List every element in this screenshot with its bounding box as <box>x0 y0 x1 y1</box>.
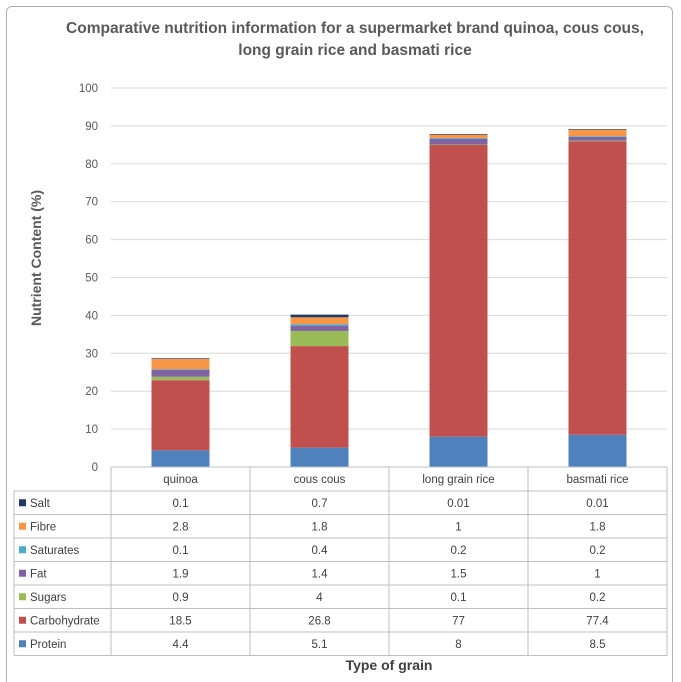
bar-protein-long-grain-rice <box>429 436 488 467</box>
table-cell: 1.8 <box>312 521 328 533</box>
table-cell: 0.1 <box>173 498 189 510</box>
legend-label-fibre: Fibre <box>30 521 56 533</box>
x-axis-label: Type of grain <box>345 657 433 673</box>
y-tick-label: 90 <box>85 121 98 133</box>
table-cell: 1.4 <box>312 568 329 580</box>
bar-carbohydrate-cous-cous <box>290 346 349 448</box>
legend-key-protein <box>19 640 26 648</box>
table-cell: 77 <box>452 615 465 627</box>
table-cell: 0.01 <box>447 498 469 510</box>
legend-key-fibre <box>19 522 26 530</box>
bar-protein-cous-cous <box>290 447 349 467</box>
x-tick-label: cous cous <box>294 474 346 486</box>
y-tick-labels: 0 10 20 30 40 50 60 70 80 90 100 <box>79 83 98 474</box>
bar-carbohydrate-basmati-rice <box>568 141 627 435</box>
legend-label-carbohydrate: Carbohydrate <box>30 615 100 627</box>
x-tick-label: quinoa <box>163 474 198 486</box>
legend-key-fat <box>19 569 26 577</box>
bar-sugars-basmati-rice <box>568 140 627 142</box>
bar-salt-quinoa <box>151 358 210 359</box>
bar-fat-long-grain-rice <box>429 138 488 145</box>
table-cell: 0.2 <box>590 592 606 604</box>
legend-key-saturates <box>19 546 26 554</box>
bar-protein-basmati-rice <box>568 434 627 467</box>
table-cell: 4 <box>316 592 323 604</box>
data-table: quinoa cous cous long grain rice basmati ri… <box>13 466 668 656</box>
table-cell: 18.5 <box>169 615 191 627</box>
table-cell: 1.8 <box>590 521 606 533</box>
bar-fat-basmati-rice <box>568 136 627 141</box>
table-cell: 0.2 <box>451 545 467 557</box>
table-cell: 26.8 <box>308 615 330 627</box>
bar-protein-quinoa <box>151 450 210 467</box>
bar-sugars-cous-cous <box>290 330 349 347</box>
legend-key-carbohydrate <box>19 616 26 624</box>
table-cell: 77.4 <box>586 615 609 627</box>
y-tick-label: 20 <box>85 386 98 398</box>
table-cell: 0.2 <box>590 545 606 557</box>
table-cell: 1 <box>455 521 461 533</box>
bar-fibre-long-grain-rice <box>429 134 488 139</box>
legend-label-sugars: Sugars <box>30 592 67 604</box>
bar-fibre-cous-cous <box>290 317 349 325</box>
bar-saturates-cous-cous <box>290 324 349 326</box>
bar-fibre-quinoa <box>151 358 210 370</box>
bars <box>151 129 627 467</box>
chart-title: Comparative nutrition information for a … <box>66 20 644 59</box>
bar-salt-basmati-rice <box>568 129 627 130</box>
table-cell: 2.8 <box>173 521 189 533</box>
bar-salt-long-grain-rice <box>429 134 488 135</box>
y-tick-label: 80 <box>85 159 98 171</box>
table-cell: 1 <box>594 568 600 580</box>
legend-label-salt: Salt <box>30 498 51 510</box>
table-cell: 1.5 <box>451 568 467 580</box>
table-cell: 5.1 <box>312 639 328 651</box>
table-cell: 0.4 <box>312 545 329 557</box>
table-cell: 0.9 <box>173 592 189 604</box>
y-tick-label: 0 <box>92 462 98 474</box>
legend-key-salt <box>19 499 26 507</box>
legend-key-sugars <box>19 593 26 601</box>
bar-carbohydrate-quinoa <box>151 380 210 451</box>
legend-label-protein: Protein <box>30 639 66 651</box>
y-tick-label: 100 <box>79 83 98 95</box>
legend-label-saturates: Saturates <box>30 545 79 557</box>
table-cell: 1.9 <box>173 568 189 580</box>
bar-carbohydrate-long-grain-rice <box>429 144 488 437</box>
table-cell: 8 <box>455 639 461 651</box>
table-cell: 8.5 <box>590 639 606 651</box>
y-tick-label: 70 <box>85 197 98 209</box>
legend-label-fat: Fat <box>30 568 47 580</box>
bar-fat-quinoa <box>151 369 210 377</box>
table-cell: 0.1 <box>173 545 189 557</box>
y-tick-label: 40 <box>85 310 98 322</box>
chart-frame <box>6 6 673 682</box>
bar-saturates-quinoa <box>151 369 210 370</box>
bar-saturates-basmati-rice <box>568 136 627 137</box>
y-tick-label: 30 <box>85 348 98 360</box>
bar-fibre-basmati-rice <box>568 129 627 137</box>
table-cell: 0.7 <box>312 498 328 510</box>
table-cell: 4.4 <box>173 639 190 651</box>
table-cell: 0.1 <box>451 592 467 604</box>
bar-salt-cous-cous <box>290 314 349 318</box>
bar-sugars-long-grain-rice <box>429 144 488 146</box>
y-tick-label: 60 <box>85 235 98 247</box>
table-cell: 0.01 <box>586 498 608 510</box>
y-tick-label: 50 <box>85 273 98 285</box>
x-tick-label: basmati rice <box>567 474 629 486</box>
x-tick-label: long grain rice <box>422 474 494 486</box>
bar-sugars-quinoa <box>151 376 210 381</box>
y-tick-label: 10 <box>85 424 98 436</box>
bar-fat-cous-cous <box>290 325 349 331</box>
bar-saturates-long-grain-rice <box>429 138 488 139</box>
